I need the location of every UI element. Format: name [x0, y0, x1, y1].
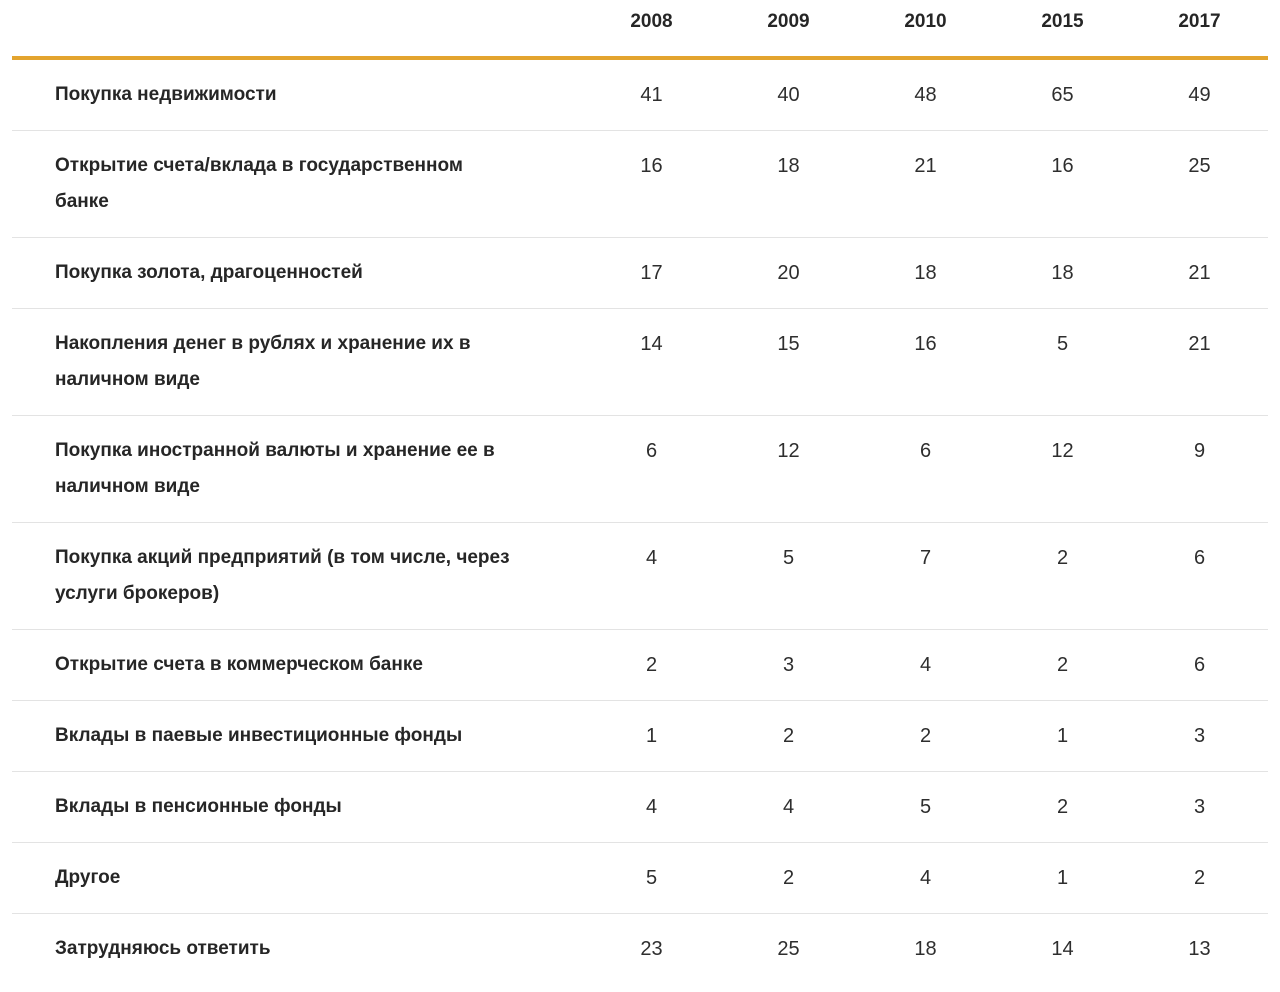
value-cell: 6 [1131, 522, 1268, 630]
value-cell: 4 [583, 771, 720, 843]
table-row: Накопления денег в рублях и хранение их … [12, 308, 1268, 416]
value-cell: 2 [994, 522, 1131, 630]
value-cell: 4 [720, 771, 857, 843]
value-cell: 2 [720, 700, 857, 772]
table-body: Покупка недвижимости 41 40 48 65 49 Откр… [12, 58, 1268, 984]
value-cell: 16 [994, 130, 1131, 238]
table-row: Покупка золота, драгоценностей 17 20 18 … [12, 237, 1268, 309]
row-label: Покупка иностранной валюты и хранение ее… [12, 415, 583, 523]
value-cell: 21 [1131, 237, 1268, 309]
column-header-2017: 2017 [1131, 0, 1268, 60]
value-cell: 25 [720, 913, 857, 984]
value-cell: 18 [857, 913, 994, 984]
header-row: 2008 2009 2010 2015 2017 [12, 0, 1268, 60]
value-cell: 23 [583, 913, 720, 984]
value-cell: 40 [777, 84, 800, 106]
value-cell: 2 [583, 629, 720, 701]
value-cell: 3 [720, 629, 857, 701]
row-label: Покупка недвижимости [55, 84, 277, 105]
value-cell: 6 [583, 415, 720, 523]
row-label: Вклады в пенсионные фонды [12, 771, 583, 843]
value-cell: 2 [994, 629, 1131, 701]
value-cell: 6 [857, 415, 994, 523]
value-cell: 14 [994, 913, 1131, 984]
table-row: Покупка акций предприятий (в том числе, … [12, 522, 1268, 630]
value-cell: 20 [720, 237, 857, 309]
row-label: Покупка золота, драгоценностей [12, 237, 583, 309]
column-header-2008: 2008 [583, 0, 720, 60]
value-cell: 2 [994, 771, 1131, 843]
table-row: Покупка недвижимости 41 40 48 65 49 [12, 58, 1268, 131]
table-row: Вклады в пенсионные фонды 4 4 5 2 3 [12, 771, 1268, 843]
survey-results-table: 2008 2009 2010 2015 2017 Покупка недвижи… [12, 0, 1268, 984]
row-label: Открытие счета/вклада в государственном … [12, 130, 583, 238]
value-cell: 25 [1131, 130, 1268, 238]
column-header-2010: 2010 [857, 0, 994, 60]
value-cell: 5 [994, 308, 1131, 416]
value-cell: 15 [720, 308, 857, 416]
value-cell: 1 [994, 842, 1131, 914]
column-header-2009: 2009 [720, 0, 857, 60]
value-cell: 5 [583, 842, 720, 914]
value-cell: 21 [1131, 308, 1268, 416]
row-label: Вклады в паевые инвестиционные фонды [12, 700, 583, 772]
value-cell: 2 [857, 700, 994, 772]
value-cell: 12 [720, 415, 857, 523]
table-row: Открытие счета/вклада в государственном … [12, 130, 1268, 238]
table-row: Покупка иностранной валюты и хранение ее… [12, 415, 1268, 523]
row-label: Накопления денег в рублях и хранение их … [12, 308, 583, 416]
value-cell: 49 [1188, 84, 1211, 106]
value-cell: 1 [994, 700, 1131, 772]
value-cell: 4 [857, 842, 994, 914]
header-label-spacer [12, 0, 583, 60]
column-header-2015: 2015 [994, 0, 1131, 60]
value-cell: 48 [914, 84, 937, 106]
value-cell: 4 [583, 522, 720, 630]
row-label: Другое [12, 842, 583, 914]
value-cell: 21 [857, 130, 994, 238]
value-cell: 4 [857, 629, 994, 701]
value-cell: 3 [1131, 700, 1268, 772]
value-cell: 18 [994, 237, 1131, 309]
value-cell: 5 [857, 771, 994, 843]
value-cell: 5 [720, 522, 857, 630]
value-cell: 17 [583, 237, 720, 309]
value-cell: 18 [720, 130, 857, 238]
value-cell: 13 [1131, 913, 1268, 984]
value-cell: 14 [583, 308, 720, 416]
value-cell: 9 [1131, 415, 1268, 523]
value-cell: 2 [1131, 842, 1268, 914]
table-row: Другое 5 2 4 1 2 [12, 842, 1268, 914]
value-cell: 41 [640, 84, 663, 106]
table-row: Открытие счета в коммерческом банке 2 3 … [12, 629, 1268, 701]
table-row: Затрудняюсь ответить 23 25 18 14 13 [12, 913, 1268, 984]
table-header: 2008 2009 2010 2015 2017 [12, 0, 1268, 60]
value-cell: 2 [720, 842, 857, 914]
row-label: Открытие счета в коммерческом банке [12, 629, 583, 701]
value-cell: 3 [1131, 771, 1268, 843]
row-label: Покупка акций предприятий (в том числе, … [12, 522, 583, 630]
value-cell: 16 [583, 130, 720, 238]
value-cell: 16 [857, 308, 994, 416]
value-cell: 1 [583, 700, 720, 772]
value-cell: 65 [1051, 84, 1074, 106]
value-cell: 18 [857, 237, 994, 309]
value-cell: 6 [1131, 629, 1268, 701]
table-row: Вклады в паевые инвестиционные фонды 1 2… [12, 700, 1268, 772]
value-cell: 12 [994, 415, 1131, 523]
row-label: Затрудняюсь ответить [12, 913, 583, 984]
value-cell: 7 [857, 522, 994, 630]
